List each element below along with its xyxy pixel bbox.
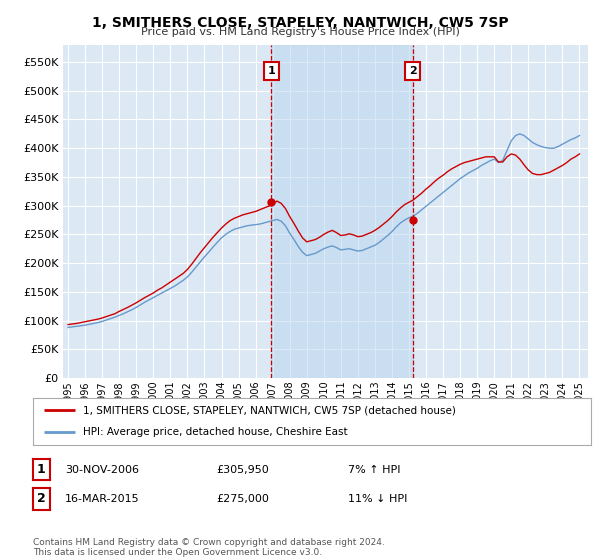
Text: Contains HM Land Registry data © Crown copyright and database right 2024.
This d: Contains HM Land Registry data © Crown c… [33,538,385,557]
Text: 2: 2 [37,492,46,506]
Text: 30-NOV-2006: 30-NOV-2006 [65,465,139,475]
Text: 11% ↓ HPI: 11% ↓ HPI [348,494,407,504]
Text: Price paid vs. HM Land Registry's House Price Index (HPI): Price paid vs. HM Land Registry's House … [140,27,460,37]
Text: £305,950: £305,950 [216,465,269,475]
Bar [271,45,413,378]
Text: 1, SMITHERS CLOSE, STAPELEY, NANTWICH, CW5 7SP: 1, SMITHERS CLOSE, STAPELEY, NANTWICH, C… [92,16,508,30]
Text: 1: 1 [37,463,46,477]
Text: 1, SMITHERS CLOSE, STAPELEY, NANTWICH, CW5 7SP (detached house): 1, SMITHERS CLOSE, STAPELEY, NANTWICH, C… [83,405,456,416]
Text: £275,000: £275,000 [216,494,269,504]
Text: 2: 2 [409,66,416,76]
Text: 7% ↑ HPI: 7% ↑ HPI [348,465,401,475]
Text: HPI: Average price, detached house, Cheshire East: HPI: Average price, detached house, Ches… [83,427,348,437]
Text: 16-MAR-2015: 16-MAR-2015 [65,494,139,504]
Text: 1: 1 [268,66,275,76]
